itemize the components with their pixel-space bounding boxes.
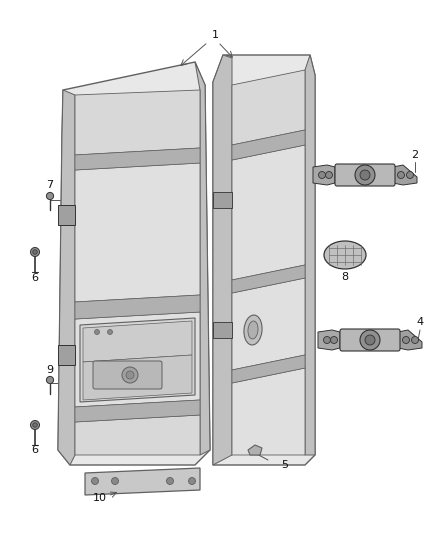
Polygon shape [232,368,305,455]
Circle shape [166,478,173,484]
Polygon shape [213,55,315,465]
Circle shape [324,336,331,343]
Polygon shape [248,445,262,455]
Polygon shape [232,265,305,293]
Circle shape [46,376,53,384]
Circle shape [398,172,405,179]
Polygon shape [80,318,195,402]
Text: 1: 1 [212,30,219,40]
Polygon shape [305,55,315,455]
Circle shape [95,329,99,335]
Polygon shape [313,165,335,185]
Polygon shape [85,468,200,495]
Polygon shape [75,295,200,319]
Circle shape [403,336,410,343]
Polygon shape [213,322,232,338]
Text: 7: 7 [46,180,53,190]
Text: 5: 5 [282,460,289,470]
Circle shape [355,165,375,185]
Polygon shape [75,312,200,407]
Text: 4: 4 [417,317,424,327]
Text: 9: 9 [46,365,53,375]
Text: 6: 6 [32,273,39,283]
Polygon shape [393,165,417,185]
Polygon shape [58,90,75,465]
Circle shape [122,367,138,383]
Circle shape [411,336,418,343]
Polygon shape [318,330,340,350]
Circle shape [360,330,380,350]
FancyBboxPatch shape [93,361,162,389]
Polygon shape [75,400,200,422]
Polygon shape [398,330,422,350]
Polygon shape [232,355,305,383]
FancyBboxPatch shape [335,164,395,186]
Polygon shape [58,62,210,465]
Circle shape [107,329,113,335]
Text: 10: 10 [93,493,107,503]
Polygon shape [58,205,75,225]
Polygon shape [58,345,75,365]
Circle shape [188,478,195,484]
Circle shape [365,335,375,345]
Polygon shape [83,321,192,362]
Polygon shape [195,62,210,455]
Circle shape [92,478,99,484]
Polygon shape [213,192,232,208]
Circle shape [126,371,134,379]
Polygon shape [75,148,200,170]
Circle shape [31,247,39,256]
Polygon shape [232,70,305,145]
Ellipse shape [324,241,366,269]
Text: 8: 8 [342,272,349,282]
Ellipse shape [248,321,258,339]
Circle shape [360,170,370,180]
Circle shape [318,172,325,179]
Text: 6: 6 [32,445,39,455]
Polygon shape [232,130,305,160]
Polygon shape [75,415,200,455]
Polygon shape [232,278,305,370]
Ellipse shape [244,315,262,345]
Circle shape [331,336,338,343]
Circle shape [33,423,37,427]
Polygon shape [75,163,200,302]
Circle shape [31,421,39,430]
Circle shape [33,250,37,254]
Circle shape [46,192,53,199]
Text: 2: 2 [411,150,419,160]
Circle shape [325,172,332,179]
Polygon shape [232,145,305,280]
Circle shape [406,172,413,179]
Polygon shape [75,90,200,155]
Polygon shape [83,355,192,400]
Circle shape [112,478,119,484]
FancyBboxPatch shape [340,329,400,351]
Polygon shape [213,55,232,465]
